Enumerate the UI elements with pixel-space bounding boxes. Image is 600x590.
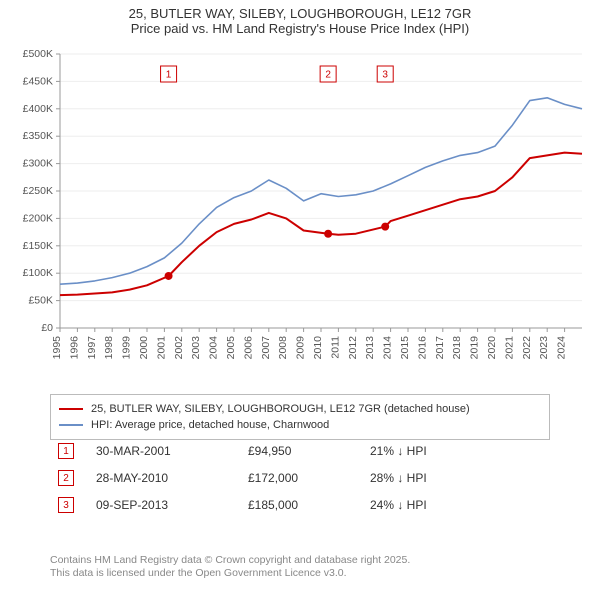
svg-text:£400K: £400K	[23, 103, 53, 115]
svg-text:£200K: £200K	[23, 212, 53, 224]
tx-marker-icon: 2	[58, 470, 74, 486]
tx-date: 09-SEP-2013	[96, 498, 226, 512]
legend-row: 25, BUTLER WAY, SILEBY, LOUGHBOROUGH, LE…	[59, 401, 541, 417]
svg-text:3: 3	[382, 70, 388, 81]
svg-text:1997: 1997	[86, 336, 98, 360]
svg-text:2002: 2002	[173, 336, 185, 360]
legend-swatch-icon	[59, 424, 83, 426]
tx-marker-icon: 1	[58, 443, 74, 459]
tx-price: £94,950	[248, 444, 348, 458]
tx-comparison: 21% ↓ HPI	[370, 444, 427, 458]
y-axis: £0 £50K £100K £150K £200K £250K £300K £350K £400…	[23, 48, 60, 334]
tx-comparison: 24% ↓ HPI	[370, 498, 427, 512]
title-line2: Price paid vs. HM Land Registry's House …	[0, 21, 600, 36]
title-line1: 25, BUTLER WAY, SILEBY, LOUGHBOROUGH, LE…	[0, 6, 600, 21]
svg-text:2013: 2013	[364, 336, 376, 360]
svg-text:£500K: £500K	[23, 48, 53, 60]
svg-text:2: 2	[325, 70, 331, 81]
svg-text:2024: 2024	[556, 336, 568, 360]
svg-text:£250K: £250K	[23, 185, 53, 197]
tx-price: £172,000	[248, 471, 348, 485]
svg-text:2017: 2017	[434, 336, 446, 360]
svg-text:2004: 2004	[208, 336, 220, 360]
sale-dots	[165, 223, 390, 280]
svg-text:2000: 2000	[138, 336, 150, 360]
footer-line: Contains HM Land Registry data © Crown c…	[50, 554, 570, 567]
svg-text:£300K: £300K	[23, 158, 53, 170]
svg-text:2015: 2015	[399, 336, 411, 360]
table-row: 2 28-MAY-2010 £172,000 28% ↓ HPI	[50, 465, 550, 492]
svg-text:2008: 2008	[277, 336, 289, 360]
svg-text:2023: 2023	[538, 336, 550, 360]
svg-text:2020: 2020	[486, 336, 498, 360]
table-row: 1 30-MAR-2001 £94,950 21% ↓ HPI	[50, 438, 550, 465]
svg-text:2018: 2018	[451, 336, 463, 360]
svg-text:2019: 2019	[469, 336, 481, 360]
footer-line: This data is licensed under the Open Gov…	[50, 567, 570, 580]
svg-text:2021: 2021	[503, 336, 515, 360]
legend-label: HPI: Average price, detached house, Char…	[91, 417, 329, 433]
svg-text:2016: 2016	[416, 336, 428, 360]
legend-row: HPI: Average price, detached house, Char…	[59, 417, 541, 433]
chart-area: £0 £50K £100K £150K £200K £250K £300K £350K £400…	[10, 46, 590, 386]
tx-price: £185,000	[248, 498, 348, 512]
legend-swatch-icon	[59, 408, 83, 410]
svg-text:£0: £0	[41, 322, 53, 334]
title-block: 25, BUTLER WAY, SILEBY, LOUGHBOROUGH, LE…	[0, 0, 600, 36]
tx-date: 30-MAR-2001	[96, 444, 226, 458]
line-chart: £0 £50K £100K £150K £200K £250K £300K £350K £400…	[10, 46, 590, 386]
svg-text:2006: 2006	[242, 336, 254, 360]
svg-text:1: 1	[166, 70, 172, 81]
footer: Contains HM Land Registry data © Crown c…	[50, 554, 570, 580]
svg-text:£150K: £150K	[23, 240, 53, 252]
svg-text:£50K: £50K	[28, 295, 53, 307]
legend-label: 25, BUTLER WAY, SILEBY, LOUGHBOROUGH, LE…	[91, 401, 470, 417]
transactions-table: 1 30-MAR-2001 £94,950 21% ↓ HPI 2 28-MAY…	[50, 438, 550, 519]
tx-marker-icon: 3	[58, 497, 74, 513]
svg-text:2014: 2014	[382, 336, 394, 360]
svg-text:£350K: £350K	[23, 130, 53, 142]
svg-text:2022: 2022	[521, 336, 533, 360]
svg-text:1996: 1996	[68, 336, 80, 360]
svg-text:1998: 1998	[103, 336, 115, 360]
svg-text:1999: 1999	[121, 336, 133, 360]
table-row: 3 09-SEP-2013 £185,000 24% ↓ HPI	[50, 492, 550, 519]
tx-date: 28-MAY-2010	[96, 471, 226, 485]
svg-text:£100K: £100K	[23, 267, 53, 279]
svg-text:2010: 2010	[312, 336, 324, 360]
legend: 25, BUTLER WAY, SILEBY, LOUGHBOROUGH, LE…	[50, 394, 550, 440]
data-series	[60, 98, 582, 295]
chart-container: 25, BUTLER WAY, SILEBY, LOUGHBOROUGH, LE…	[0, 0, 600, 590]
svg-text:2005: 2005	[225, 336, 237, 360]
tx-comparison: 28% ↓ HPI	[370, 471, 427, 485]
svg-text:2001: 2001	[155, 336, 167, 360]
svg-text:2007: 2007	[260, 336, 272, 360]
svg-text:2012: 2012	[347, 336, 359, 360]
svg-text:2003: 2003	[190, 336, 202, 360]
svg-text:2009: 2009	[295, 336, 307, 360]
svg-text:2011: 2011	[329, 336, 341, 359]
svg-text:£450K: £450K	[23, 75, 53, 87]
sale-markers: 1 2 3	[161, 66, 394, 82]
x-axis: 1995 1996 1997 1998 1999 2000 2001 2002 2003 2004…	[51, 328, 582, 359]
svg-text:1995: 1995	[51, 336, 63, 360]
